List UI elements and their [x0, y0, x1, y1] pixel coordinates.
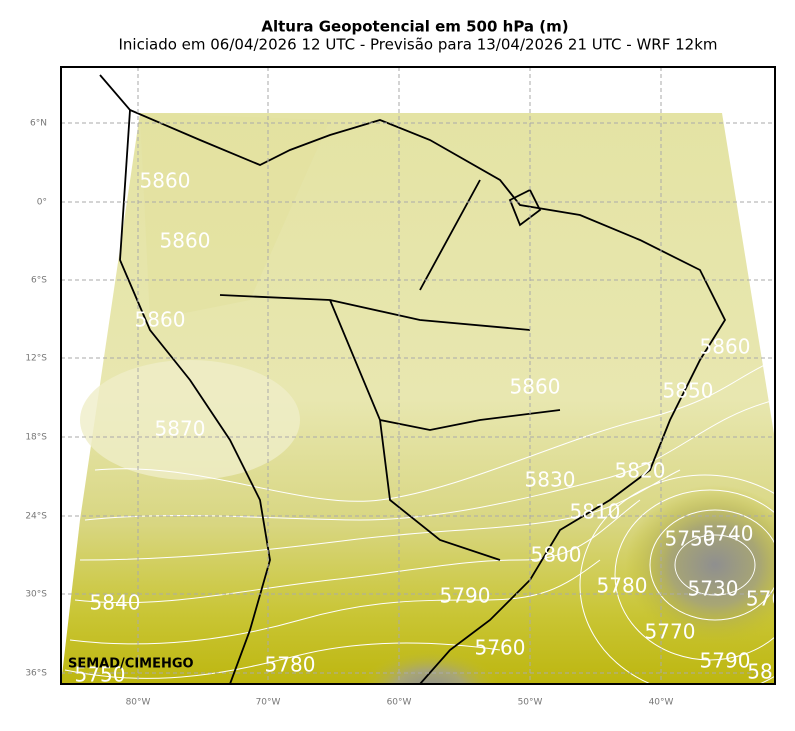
lon-label: 60°W [387, 698, 412, 708]
contour-label: 5820 [615, 459, 666, 483]
contour-label: 5830 [525, 468, 576, 492]
contour-label: 5780 [597, 574, 648, 598]
lat-label: 6°S [31, 276, 47, 286]
contour-label: 5860 [160, 229, 211, 253]
contour-label: 5760 [475, 636, 526, 660]
subtitle: Iniciado em 06/04/2026 12 UTC - Previsão… [118, 36, 717, 54]
contour-label: 5810 [570, 500, 621, 524]
contour-label: 576 [746, 587, 784, 611]
borders [99, 74, 727, 684]
contour-label: 5740 [703, 522, 754, 546]
lat-label: 24°S [25, 512, 47, 522]
lat-label: 0° [37, 198, 47, 208]
contour-label: 5730 [688, 577, 739, 601]
low-pressure [625, 485, 775, 645]
credit: SEMAD/CIMEHGO [68, 657, 194, 672]
contour-label: 58 [747, 660, 772, 684]
contour-label: 5860 [140, 169, 191, 193]
contour-label: 5860 [510, 375, 561, 399]
lat-label: 6°N [30, 119, 47, 129]
lat-label: 30°S [25, 590, 47, 600]
contour-label: 5770 [645, 620, 696, 644]
lon-label: 80°W [126, 698, 151, 708]
lon-label: 50°W [518, 698, 543, 708]
contour-label: 5790 [700, 649, 751, 673]
contour-label: 5860 [700, 335, 751, 359]
contour-label: 5840 [90, 591, 141, 615]
map-area: 5860 5860 5860 5870 5840 5750 5780 5790 5760 5800… [61, 67, 784, 687]
contour-label: 5750 [75, 663, 126, 687]
contour-label: 5790 [440, 584, 491, 608]
lat-label: 36°S [25, 669, 47, 679]
contour-label: 5780 [265, 653, 316, 677]
contour-label: 5800 [531, 543, 582, 567]
lon-label: 70°W [256, 698, 281, 708]
lon-label: 40°W [649, 698, 674, 708]
contour-label: 5860 [135, 308, 186, 332]
grid [61, 67, 775, 684]
title: Altura Geopotencial em 500 hPa (m) [261, 18, 568, 36]
contour-label: 5850 [663, 379, 714, 403]
contour-label: 5870 [155, 417, 206, 441]
contour-label: 5750 [665, 527, 716, 551]
frame [60, 66, 776, 685]
lat-label: 18°S [25, 433, 47, 443]
lat-label: 12°S [25, 354, 47, 364]
